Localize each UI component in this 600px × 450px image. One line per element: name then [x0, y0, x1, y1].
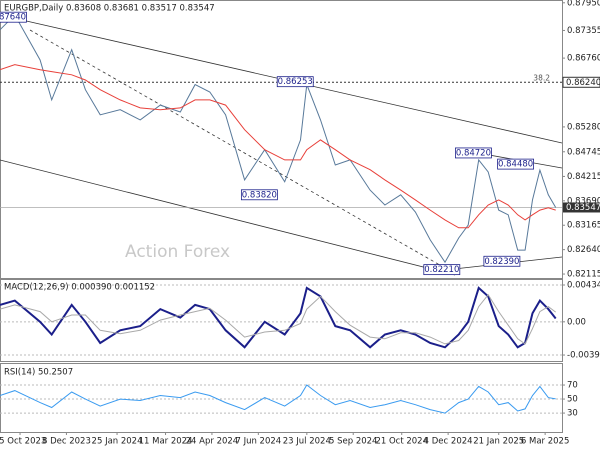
annotation-box	[483, 255, 521, 267]
y-tick-label: 70	[567, 381, 578, 391]
annotation-label: 0.84720	[456, 148, 491, 158]
annotation-box	[423, 264, 461, 276]
y-tick-label: 0.85280	[567, 122, 600, 132]
level-label: 0.86240	[566, 78, 600, 88]
y-tick-label: 0.86760	[567, 54, 600, 64]
annotation-label: 0.86253	[278, 77, 313, 87]
panel-title: RSI(14) 50.2507	[4, 368, 73, 378]
last-price-box	[563, 202, 600, 213]
x-tick-label: 21 Oct 2024	[375, 437, 428, 447]
watermark: Action Forex	[125, 242, 230, 262]
annotation-box	[0, 11, 27, 23]
annotation-label: 0.84480	[498, 160, 533, 170]
panel-title: EURGBP,Daily 0.83608 0.83681 0.83517 0.8…	[4, 4, 215, 14]
series-line	[0, 384, 556, 414]
annotation-label: 0.83820	[242, 190, 277, 200]
level-note: 38.2	[533, 73, 550, 82]
x-tick-label: 6 Mar 2025	[521, 437, 569, 447]
price-panel	[0, 0, 563, 279]
x-tick-label: 4 Dec 2024	[424, 437, 473, 447]
y-tick-label: 0.83690	[567, 196, 600, 206]
annotation-box	[240, 189, 278, 201]
macd-panel	[0, 279, 563, 362]
annotation-box	[497, 158, 535, 170]
channel-lower	[0, 159, 456, 276]
x-tick-label: 7 Jun 2024	[235, 437, 281, 447]
x-tick-label: 21 Jan 2025	[473, 437, 524, 447]
y-tick-label: 30	[567, 409, 578, 419]
y-tick-label: -0.003916	[567, 351, 600, 361]
x-tick-label: 24 Apr 2024	[186, 437, 239, 447]
y-tick-label: 0.84745	[567, 147, 600, 157]
y-tick-label: 0.004341	[567, 281, 600, 291]
x-tick-label: 25 Oct 2023	[0, 437, 46, 447]
annotation-label: 0.87640	[0, 13, 26, 23]
panel-title: MACD(12,26,9) 0.000390 0.001152	[4, 283, 155, 293]
annotation-label: 0.82210	[424, 265, 459, 275]
series-line	[0, 286, 557, 349]
series-line	[0, 64, 556, 229]
annotation-box	[276, 76, 314, 88]
last-price-label: 0.83547	[566, 203, 600, 213]
y-tick-label: 50	[567, 395, 578, 405]
annotation-label: 0.82390	[484, 257, 519, 267]
y-tick-label: 0.83165	[567, 221, 600, 231]
y-tick-label: 0.00	[567, 317, 586, 327]
y-tick-label: 0.87950	[567, 0, 600, 8]
series-line	[0, 293, 556, 345]
y-tick-label: 0.82640	[567, 245, 600, 255]
x-tick-label: 25 Jan 2024	[92, 437, 143, 447]
x-tick-label: 8 Dec 2023	[42, 437, 91, 447]
x-tick-label: 23 Jul 2024	[283, 437, 331, 447]
rsi-panel	[0, 363, 563, 433]
y-tick-label: 0.87355	[567, 26, 600, 36]
annotation-box	[455, 147, 492, 159]
x-tick-label: 5 Sep 2024	[329, 437, 377, 447]
level-box	[562, 76, 600, 88]
series-line	[0, 14, 557, 264]
x-tick-label: 11 Mar 2024	[139, 437, 193, 447]
y-tick-label: 0.84215	[567, 172, 600, 182]
y-tick-label: 0.82115	[567, 270, 600, 280]
trend-dashed	[29, 29, 446, 269]
